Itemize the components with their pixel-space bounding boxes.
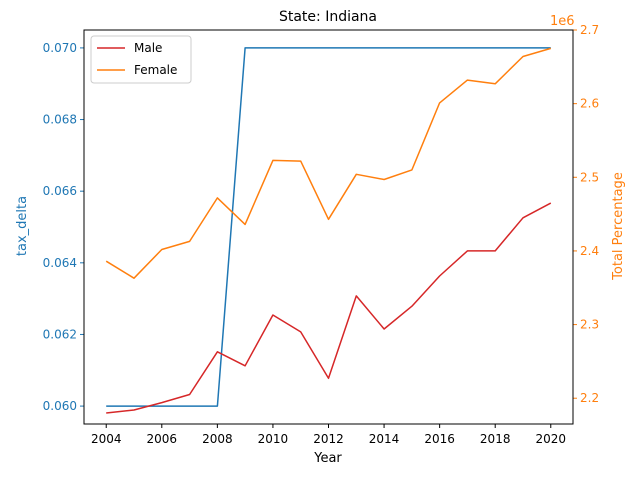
x-tick-label: 2018 <box>480 432 511 446</box>
female-series-line <box>105 47 552 279</box>
right-tick-label: 2.4 <box>580 244 599 258</box>
right-tick-label: 2.5 <box>580 170 599 184</box>
right-tick-label: 2.3 <box>580 318 599 332</box>
x-axis-label: Year <box>313 451 342 466</box>
left-tick-label: 0.060 <box>43 399 77 413</box>
legend: Male Female <box>90 35 192 84</box>
x-tick-label: 2020 <box>535 432 566 446</box>
tax-delta-series-line <box>106 47 551 407</box>
legend-label-female: Female <box>134 63 177 77</box>
male-series-line <box>106 202 552 414</box>
x-tick-label: 2004 <box>91 432 122 446</box>
left-tick-label: 0.066 <box>43 184 77 198</box>
right-tick-label: 2.6 <box>580 97 599 111</box>
left-axis-label: tax_delta <box>15 196 30 256</box>
left-tick-label: 0.070 <box>43 41 77 55</box>
legend-label-male: Male <box>134 41 162 55</box>
left-tick-label: 0.068 <box>43 113 77 127</box>
x-tick-label: 2006 <box>147 432 178 446</box>
x-tick-label: 2010 <box>258 432 289 446</box>
x-tick-label: 2014 <box>369 432 400 446</box>
x-tick-label: 2012 <box>313 432 344 446</box>
right-axis-offset-label: 1e6 <box>550 14 575 29</box>
right-tick-label: 2.7 <box>580 23 599 37</box>
right-axis-label: Total Percentage <box>611 172 626 281</box>
left-tick-label: 0.064 <box>43 256 77 270</box>
chart-title: State: Indiana <box>279 9 377 25</box>
left-tick-label: 0.062 <box>43 327 77 341</box>
plot-frame <box>83 29 574 425</box>
x-tick-label: 2008 <box>202 432 233 446</box>
right-tick-label: 2.2 <box>580 391 599 405</box>
x-tick-label: 2016 <box>424 432 455 446</box>
